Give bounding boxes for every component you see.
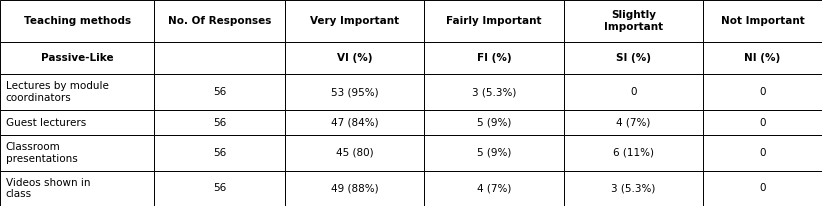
- Bar: [0, 135, 155, 171]
- Text: 0: 0: [760, 87, 766, 97]
- Text: Videos shown in
class: Videos shown in class: [6, 178, 90, 199]
- Bar: [564, 110, 703, 135]
- Bar: [424, 0, 564, 42]
- Text: 56: 56: [213, 87, 226, 97]
- Bar: [703, 74, 822, 110]
- Text: NI (%): NI (%): [745, 53, 781, 63]
- Text: VI (%): VI (%): [337, 53, 372, 63]
- Text: 45 (80): 45 (80): [335, 148, 373, 158]
- Text: 3 (5.3%): 3 (5.3%): [472, 87, 516, 97]
- Bar: [564, 135, 703, 171]
- Bar: [285, 171, 424, 206]
- Bar: [155, 135, 285, 171]
- Text: Teaching methods: Teaching methods: [24, 16, 131, 26]
- Text: 4 (7%): 4 (7%): [477, 184, 511, 193]
- Bar: [703, 171, 822, 206]
- Bar: [0, 171, 155, 206]
- Text: 5 (9%): 5 (9%): [477, 148, 511, 158]
- Bar: [155, 171, 285, 206]
- Bar: [424, 42, 564, 74]
- Text: No. Of Responses: No. Of Responses: [168, 16, 271, 26]
- Bar: [703, 110, 822, 135]
- Bar: [285, 135, 424, 171]
- Bar: [564, 0, 703, 42]
- Bar: [155, 0, 285, 42]
- Bar: [424, 74, 564, 110]
- Text: Slightly
Important: Slightly Important: [603, 10, 663, 32]
- Text: 3 (5.3%): 3 (5.3%): [611, 184, 655, 193]
- Bar: [424, 135, 564, 171]
- Text: 56: 56: [213, 184, 226, 193]
- Bar: [564, 74, 703, 110]
- Text: Not Important: Not Important: [721, 16, 805, 26]
- Text: 5 (9%): 5 (9%): [477, 118, 511, 128]
- Bar: [155, 110, 285, 135]
- Text: 56: 56: [213, 118, 226, 128]
- Text: FI (%): FI (%): [477, 53, 511, 63]
- Text: Passive-Like: Passive-Like: [41, 53, 113, 63]
- Text: Guest lecturers: Guest lecturers: [6, 118, 86, 128]
- Text: 53 (95%): 53 (95%): [330, 87, 378, 97]
- Bar: [285, 74, 424, 110]
- Text: Classroom
presentations: Classroom presentations: [6, 142, 77, 164]
- Text: 0: 0: [760, 184, 766, 193]
- Bar: [0, 0, 155, 42]
- Bar: [155, 74, 285, 110]
- Text: 47 (84%): 47 (84%): [330, 118, 378, 128]
- Text: 56: 56: [213, 148, 226, 158]
- Bar: [0, 42, 155, 74]
- Text: Very Important: Very Important: [310, 16, 399, 26]
- Text: 0: 0: [630, 87, 636, 97]
- Bar: [0, 74, 155, 110]
- Text: 0: 0: [760, 118, 766, 128]
- Bar: [285, 110, 424, 135]
- Bar: [424, 171, 564, 206]
- Bar: [285, 0, 424, 42]
- Bar: [285, 42, 424, 74]
- Bar: [0, 110, 155, 135]
- Text: Fairly Important: Fairly Important: [446, 16, 542, 26]
- Text: Lectures by module
coordinators: Lectures by module coordinators: [6, 81, 109, 103]
- Bar: [155, 42, 285, 74]
- Text: SI (%): SI (%): [616, 53, 651, 63]
- Text: 0: 0: [760, 148, 766, 158]
- Bar: [564, 171, 703, 206]
- Text: 4 (7%): 4 (7%): [616, 118, 650, 128]
- Bar: [703, 135, 822, 171]
- Text: 6 (11%): 6 (11%): [612, 148, 653, 158]
- Text: 49 (88%): 49 (88%): [330, 184, 378, 193]
- Bar: [703, 0, 822, 42]
- Bar: [564, 42, 703, 74]
- Bar: [424, 110, 564, 135]
- Bar: [703, 42, 822, 74]
